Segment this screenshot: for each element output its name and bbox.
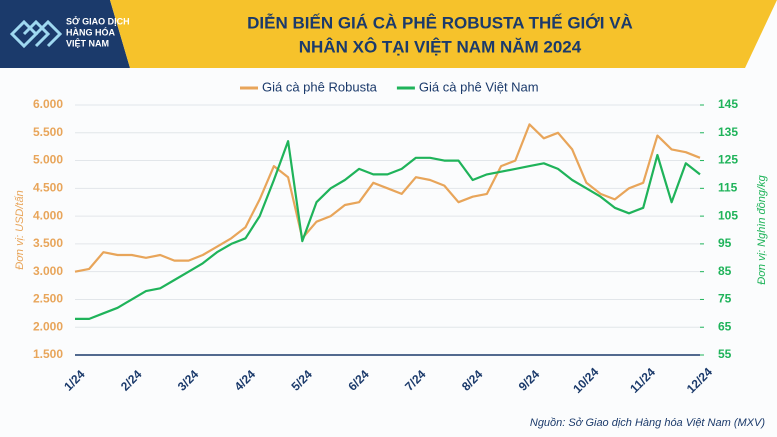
y2-tick-label: 135 bbox=[718, 125, 738, 139]
logo-icon bbox=[9, 19, 63, 49]
chart-title: DIỄN BIẾN GIÁ CÀ PHÊ ROBUSTA THẾ GIỚI VÀ bbox=[247, 13, 633, 32]
y-tick-label: 2.000 bbox=[33, 319, 63, 333]
logo-band bbox=[0, 0, 130, 68]
logo-text: SỞ GIAO DỊCH bbox=[66, 15, 130, 26]
legend-label: Giá cà phê Việt Nam bbox=[419, 79, 539, 94]
y2-tick-label: 75 bbox=[718, 292, 732, 306]
y2-tick-label: 95 bbox=[718, 236, 732, 250]
y-tick-label: 3.500 bbox=[33, 236, 63, 250]
y2-tick-label: 55 bbox=[718, 347, 732, 361]
y2-tick-label: 65 bbox=[718, 319, 732, 333]
y2-tick-label: 145 bbox=[718, 97, 738, 111]
y-axis-label: Đơn vị: USD/tấn bbox=[14, 190, 26, 269]
y2-axis-label: Đơn vị: Nghìn đồng/kg bbox=[756, 174, 768, 284]
y-tick-label: 2.500 bbox=[33, 292, 63, 306]
y2-tick-label: 125 bbox=[718, 153, 738, 167]
y-tick-label: 4.000 bbox=[33, 208, 63, 222]
y2-tick-label: 105 bbox=[718, 208, 738, 222]
legend-label: Giá cà phê Robusta bbox=[262, 79, 378, 94]
y-tick-label: 6.000 bbox=[33, 97, 63, 111]
y2-tick-label: 85 bbox=[718, 264, 732, 278]
series-line bbox=[74, 123, 701, 273]
chart-title: NHÂN XÔ TẠI VIỆT NAM NĂM 2024 bbox=[299, 37, 582, 56]
y2-tick-label: 115 bbox=[718, 181, 738, 195]
y-tick-label: 3.000 bbox=[33, 264, 63, 278]
source: Nguồn: Sở Giao dịch Hàng hóa Việt Nam (M… bbox=[530, 417, 765, 429]
y-tick-label: 5.500 bbox=[33, 125, 63, 139]
title-band bbox=[110, 0, 777, 68]
y-tick-label: 4.500 bbox=[33, 181, 63, 195]
logo-text: HÀNG HÓA bbox=[66, 26, 115, 37]
y-tick-label: 5.000 bbox=[33, 153, 63, 167]
series-line bbox=[75, 140, 701, 320]
y-tick-label: 1.500 bbox=[33, 347, 63, 361]
logo-text: VIỆT NAM bbox=[66, 37, 109, 48]
